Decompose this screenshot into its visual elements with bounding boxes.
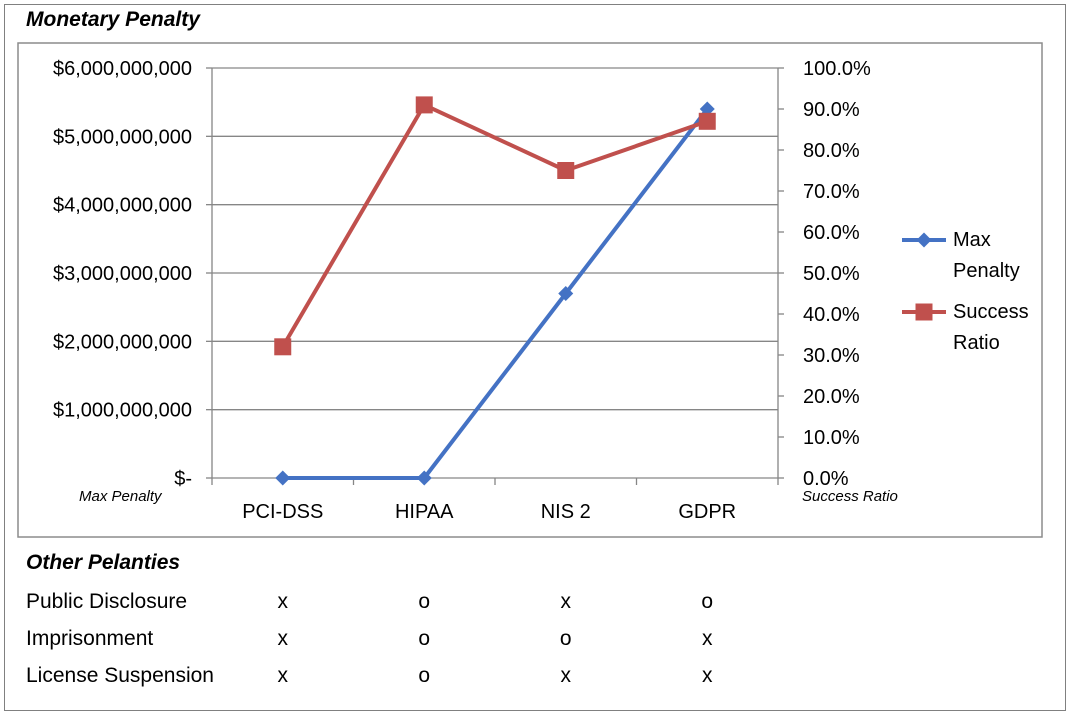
x-tick-label: GDPR	[678, 501, 736, 523]
right-tick-label: 60.0%	[803, 222, 860, 244]
left-tick-label: $1,000,000,000	[53, 400, 192, 422]
penalty-cell: x	[560, 590, 572, 613]
series-group	[274, 96, 716, 486]
outer-frame	[4, 4, 1066, 711]
right-tick-label: 30.0%	[803, 345, 860, 367]
left-tick-label: $6,000,000,000	[53, 58, 192, 80]
series-line-1	[282, 107, 709, 480]
data-point	[415, 96, 433, 114]
right-axis-label: Success Ratio	[802, 488, 898, 505]
left-tick-label: $2,000,000,000	[53, 331, 192, 353]
penalty-cell: o	[701, 590, 714, 613]
legend: Max Penalty Success Ratio	[902, 229, 1029, 354]
penalty-row-label: Public Disclosure	[26, 590, 188, 613]
left-tick-label: $5,000,000,000	[53, 126, 192, 148]
legend-label-line2: Ratio	[953, 332, 1000, 354]
right-tick-label: 10.0%	[803, 427, 860, 449]
left-axis-ticks: $- $1,000,000,000 $2,000,000,000 $3,000,000…	[53, 58, 212, 490]
right-tick-label: 0.0%	[803, 468, 849, 490]
data-point	[416, 470, 432, 486]
line-chart: $- $1,000,000,000 $2,000,000,000 $3,000,000…	[17, 42, 1043, 538]
other-penalties-title: Other Pelanties	[26, 551, 181, 574]
penalty-cell: o	[418, 664, 431, 687]
penalty-row-label: Imprisonment	[26, 627, 154, 650]
data-point	[699, 101, 715, 117]
series-line-2	[281, 102, 708, 348]
right-tick-label: 50.0%	[803, 263, 860, 285]
x-tick-label: HIPAA	[395, 501, 454, 523]
data-point	[698, 112, 716, 130]
data-point	[274, 338, 292, 356]
right-tick-label: 80.0%	[803, 140, 860, 162]
penalty-cell: x	[702, 627, 713, 650]
penalty-cell: x	[702, 664, 713, 687]
right-tick-label: 70.0%	[803, 181, 860, 203]
penalty-cell: x	[277, 590, 289, 613]
left-tick-label: $4,000,000,000	[53, 195, 192, 217]
right-tick-label: 40.0%	[803, 304, 860, 326]
chart-title: Monetary Penalty	[26, 8, 200, 31]
left-axis-label: Max Penalty	[79, 488, 163, 505]
right-tick-label: 100.0%	[803, 58, 871, 80]
penalty-row-label: License Suspension	[26, 664, 214, 687]
x-tick-label: PCI-DSS	[242, 501, 323, 523]
penalty-cell: o	[559, 627, 572, 650]
penalty-cell: x	[277, 664, 289, 687]
legend-label-line2: Penalty	[953, 260, 1020, 282]
chart-area-border	[17, 42, 1043, 538]
penalty-cell: o	[418, 627, 431, 650]
legend-marker	[916, 232, 932, 248]
penalty-cell: o	[418, 590, 431, 613]
penalty-cell: x	[277, 627, 289, 650]
right-tick-label: 90.0%	[803, 99, 860, 121]
left-tick-label: $3,000,000,000	[53, 263, 192, 285]
legend-label-line1: Max	[953, 229, 991, 251]
x-tick-label: NIS 2	[541, 501, 591, 523]
penalty-cell: x	[560, 664, 572, 687]
right-axis-ticks: 0.0% 10.0% 20.0% 30.0% 40.0% 50.0% 60.0% 70.0% 8…	[778, 58, 871, 490]
data-point	[557, 162, 575, 179]
left-tick-label: $-	[174, 468, 192, 490]
x-axis-ticks: PCI-DSS HIPAA NIS 2 GDPR	[242, 501, 736, 523]
data-point	[558, 286, 574, 301]
legend-marker	[915, 303, 933, 321]
right-tick-label: 20.0%	[803, 386, 860, 408]
legend-label-line1: Success	[953, 301, 1029, 323]
data-point	[275, 470, 291, 486]
